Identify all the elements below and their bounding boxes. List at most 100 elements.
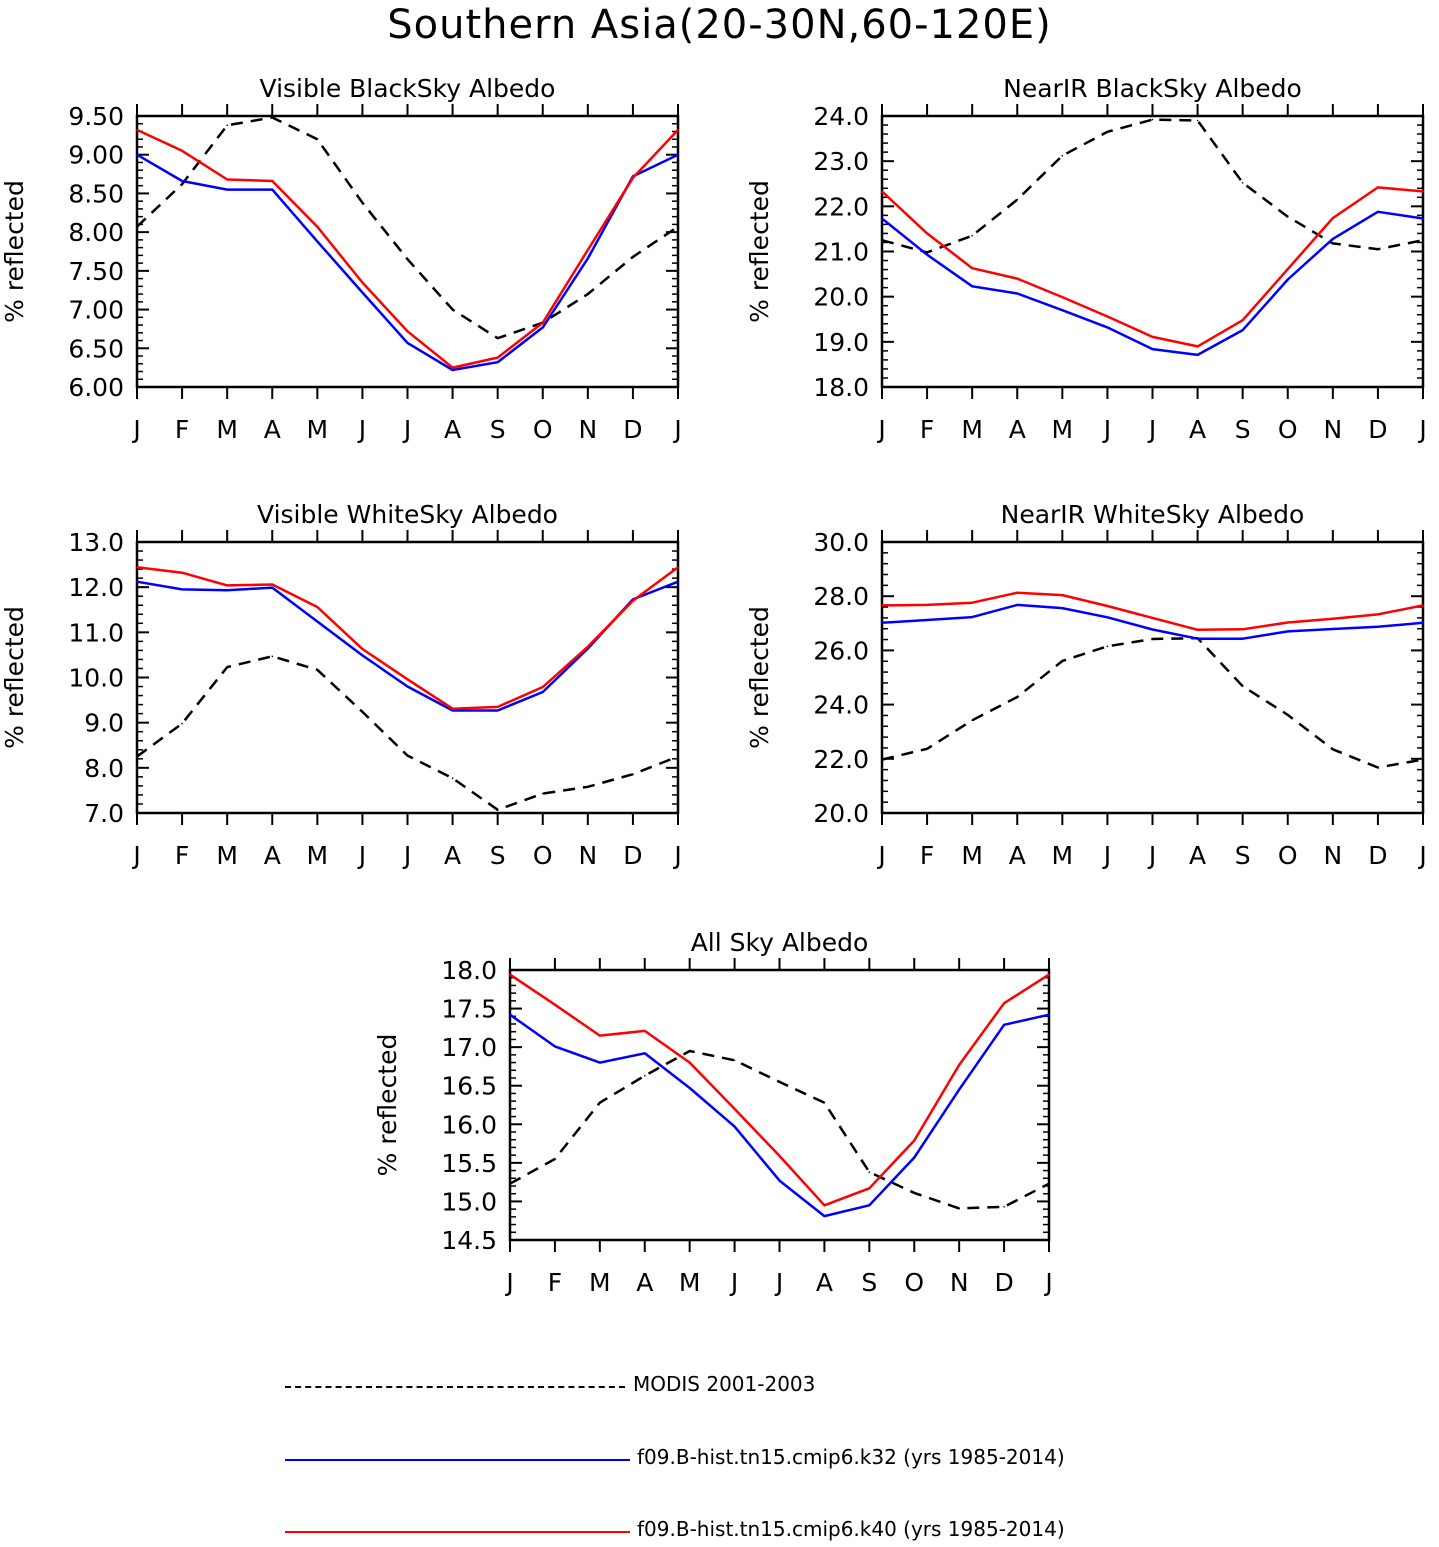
data-point-k40	[316, 606, 319, 608]
data-point-k40	[1196, 629, 1199, 631]
plot-frame	[880, 540, 1425, 815]
data-point-modis	[1332, 242, 1334, 245]
data-point-k40	[1048, 973, 1050, 976]
data-point-k32	[1241, 329, 1244, 331]
x-tick-label: J	[357, 415, 366, 444]
legend-item-k40: f09.B-hist.tn15.cmip6.k40 (yrs 1985-2014…	[285, 1517, 1285, 1547]
x-tick-label: J	[1102, 415, 1111, 444]
data-point-k32	[958, 1088, 960, 1091]
legend-item-modis: MODIS 2001-2003	[285, 1372, 1285, 1402]
data-point-k32	[554, 1045, 556, 1048]
data-point-k40	[926, 604, 928, 606]
data-point-k32	[542, 691, 544, 693]
data-point-modis	[926, 748, 928, 750]
x-tick-label: J	[1417, 841, 1426, 870]
y-tick-label: 24.0	[813, 102, 869, 131]
data-point-k40	[677, 566, 679, 569]
x-tick-label: A	[1009, 841, 1026, 870]
x-tick-label: S	[1235, 841, 1251, 870]
x-tick-label: A	[1189, 415, 1206, 444]
data-point-modis	[1377, 248, 1379, 250]
data-point-modis	[136, 225, 138, 228]
data-point-modis	[509, 1182, 511, 1185]
plot-frame	[880, 114, 1425, 389]
data-point-modis	[136, 755, 138, 758]
data-point-k32	[1422, 622, 1424, 624]
data-point-k32	[271, 586, 274, 589]
x-tick-label: J	[1147, 415, 1156, 444]
x-tick-label: O	[1278, 415, 1298, 444]
data-point-k32	[271, 188, 274, 191]
data-point-modis	[868, 1171, 871, 1173]
data-point-k40	[677, 129, 679, 131]
data-point-modis	[1241, 685, 1244, 687]
data-point-k32	[226, 188, 228, 191]
data-point-k32	[881, 622, 883, 624]
y-axis-label: % reflected	[373, 1034, 402, 1177]
data-point-k32	[496, 361, 499, 364]
data-point-modis	[632, 773, 634, 775]
data-point-modis	[181, 722, 183, 725]
x-tick-label: F	[175, 415, 189, 444]
plot-frame	[135, 114, 680, 389]
data-point-modis	[181, 183, 183, 185]
y-tick-label: 14.5	[441, 1226, 497, 1255]
data-point-modis	[644, 1074, 646, 1077]
data-point-k40	[226, 178, 228, 181]
data-point-modis	[599, 1101, 601, 1104]
data-point-k40	[1003, 1002, 1005, 1004]
x-tick-label: N	[578, 841, 597, 870]
x-tick-label: F	[548, 1268, 562, 1297]
y-tick-label: 8.00	[68, 218, 124, 247]
data-point-k40	[226, 584, 228, 587]
data-point-k40	[644, 1030, 646, 1032]
x-tick-label: J	[876, 841, 885, 870]
data-point-modis	[1106, 645, 1109, 648]
data-point-k40	[361, 281, 364, 284]
chart-panel-5: All Sky Albedo % reflected 14.5 15.0 15.5 16.…	[373, 928, 1053, 1297]
x-tick-label: J	[672, 841, 681, 870]
data-point-k32	[181, 180, 183, 182]
x-tick-label: J	[672, 415, 681, 444]
data-point-modis	[881, 758, 883, 761]
data-point-k32	[451, 709, 454, 712]
chart-title: All Sky Albedo	[691, 928, 869, 957]
x-tick-label: M	[589, 1268, 611, 1297]
data-point-k32	[406, 685, 409, 688]
y-tick-label: 26.0	[813, 636, 869, 665]
y-tick-label: 15.5	[441, 1149, 497, 1178]
data-point-k32	[926, 253, 928, 256]
data-point-modis	[1106, 131, 1109, 133]
data-point-k40	[1106, 315, 1109, 318]
data-point-k40	[913, 1139, 916, 1142]
data-point-k32	[361, 291, 364, 294]
series-line-k32	[136, 580, 679, 712]
data-point-modis	[1048, 1182, 1050, 1185]
y-tick-label: 7.00	[68, 296, 124, 325]
data-point-modis	[913, 1192, 916, 1194]
series-line-k32	[136, 153, 679, 372]
data-point-k32	[881, 217, 883, 220]
data-point-k32	[1287, 630, 1289, 633]
data-point-modis	[1287, 714, 1289, 716]
data-point-k40	[1151, 617, 1154, 619]
y-tick-label: 9.0	[84, 709, 124, 738]
x-tick-label: M	[961, 841, 983, 870]
y-tick-label: 20.0	[813, 799, 869, 828]
chart-title: Visible WhiteSky Albedo	[257, 500, 558, 529]
x-tick-label: D	[623, 841, 642, 870]
data-point-modis	[226, 124, 228, 127]
y-tick-label: 7.0	[84, 799, 124, 828]
data-point-k40	[1287, 621, 1289, 624]
x-tick-label: S	[490, 415, 506, 444]
data-point-k32	[136, 153, 138, 156]
data-point-k32	[1151, 348, 1154, 350]
y-tick-label: 20.0	[813, 283, 869, 312]
data-point-k32	[1016, 292, 1019, 295]
y-tick-label: 12.0	[68, 573, 124, 602]
data-point-k40	[361, 648, 364, 650]
data-point-modis	[688, 1050, 691, 1052]
data-point-k40	[1151, 336, 1154, 338]
data-point-k32	[868, 1204, 871, 1207]
